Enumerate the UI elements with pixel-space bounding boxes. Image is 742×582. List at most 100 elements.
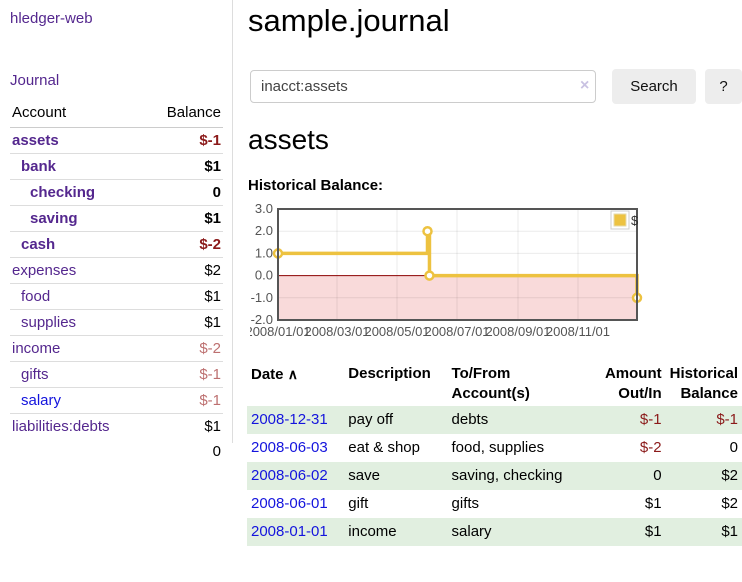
transaction-date-cell: 2008-06-03 — [247, 434, 344, 462]
account-name-cell: supplies — [10, 309, 146, 336]
x-tick-label: 2008/09/01 — [485, 324, 550, 339]
column-header-description: Description — [348, 365, 431, 382]
accounts-table: Account Balance assets $-1 bank $1 checking 0… — [10, 100, 223, 464]
transaction-balance: $2 — [721, 495, 738, 512]
account-name-cell: bank — [10, 153, 146, 180]
transaction-amount: $-2 — [639, 439, 662, 456]
sort-ascending-icon: ∧ — [287, 366, 298, 382]
search-button[interactable]: Search — [612, 69, 696, 104]
transaction-description: gift — [348, 495, 369, 512]
account-heading: assets — [248, 124, 329, 155]
column-header-balance: Historical Balance — [669, 365, 738, 402]
account-row: checking 0 — [10, 179, 223, 206]
account-name-cell: income — [10, 335, 146, 362]
transaction-accounts: gifts — [451, 495, 480, 512]
transaction-row: 2008-01-01 income salary $1 $1 — [247, 518, 742, 546]
account-row: food $1 — [10, 283, 223, 310]
account-balance: 0 — [145, 179, 223, 206]
accounts-header-account: Account — [10, 100, 146, 128]
page-title: sample.journal — [248, 3, 450, 38]
transaction-amount: $-1 — [639, 411, 662, 428]
x-tick-label: 2008/03/01 — [304, 324, 369, 339]
account-name-cell: salary — [10, 387, 146, 414]
chart-point — [422, 225, 433, 237]
transaction-balance: 0 — [729, 439, 738, 456]
transactions-table: Date ∧ Description To/From Account(s) Am… — [247, 362, 742, 546]
transaction-accounts: food, supplies — [451, 439, 545, 456]
clear-search-icon[interactable]: × — [580, 77, 590, 94]
transaction-date-link[interactable]: 2008-12-31 — [251, 411, 328, 428]
account-link[interactable]: assets — [12, 132, 59, 149]
y-tick-label: 1.0 — [255, 245, 273, 260]
help-button[interactable]: ? — [705, 69, 742, 104]
transactions-table-body: 2008-12-31 pay off debts $-1 $-1 2008-06-03 ea… — [247, 406, 742, 546]
transaction-date-cell: 2008-06-02 — [247, 462, 344, 490]
account-link[interactable]: food — [21, 288, 51, 305]
transaction-description: save — [348, 467, 380, 484]
transaction-date-link[interactable]: 2008-01-01 — [251, 523, 328, 540]
column-header-amount: Amount Out/In — [604, 365, 662, 402]
legend-swatch-icon — [613, 213, 627, 227]
sidebar: hledger-web Journal Account Balance asse… — [0, 0, 233, 460]
account-row: salary $-1 — [10, 387, 223, 414]
account-link[interactable]: salary — [21, 392, 62, 409]
account-link[interactable]: bank — [21, 158, 57, 175]
account-link[interactable]: saving — [30, 210, 78, 227]
account-row: expenses $2 — [10, 257, 223, 284]
account-link[interactable]: expenses — [12, 262, 77, 279]
account-link[interactable]: checking — [30, 184, 96, 201]
account-row: income $-2 — [10, 335, 223, 362]
account-name-cell: cash — [10, 231, 146, 258]
balance-chart-svg: 3.0 2.0 1.0 0.0 -1.0 -2.02008/01/012008/03/01… — [245, 201, 643, 339]
accounts-total-value: 0 — [212, 443, 221, 460]
transaction-date-cell: 2008-06-01 — [247, 490, 344, 518]
transaction-date-link[interactable]: 2008-06-02 — [251, 467, 328, 484]
y-tick-label: -1.0 — [251, 290, 273, 305]
app-title-link[interactable]: hledger-web — [10, 10, 93, 27]
sidebar-item-journal[interactable]: Journal — [10, 72, 60, 89]
transaction-row: 2008-06-01 gift gifts $1 $2 — [247, 490, 742, 518]
transaction-date-cell: 2008-01-01 — [247, 518, 344, 546]
y-tick-label: 0.0 — [255, 268, 273, 283]
transaction-balance: $1 — [721, 523, 738, 540]
account-name-cell: checking — [10, 179, 146, 206]
transaction-balance: $-1 — [716, 411, 738, 428]
transactions-header-row: Date ∧ Description To/From Account(s) Am… — [247, 362, 742, 406]
account-link[interactable]: cash — [21, 236, 56, 253]
account-link[interactable]: supplies — [21, 314, 77, 331]
x-tick-label: 2008/07/01 — [424, 324, 489, 339]
y-tick-label: -2.0 — [251, 312, 273, 327]
account-name-cell: gifts — [10, 361, 146, 388]
x-tick-label: 2008/01/01 — [250, 324, 311, 339]
transaction-amount: 0 — [653, 467, 662, 484]
transaction-date-link[interactable]: 2008-06-03 — [251, 439, 328, 456]
account-row: gifts $-1 — [10, 361, 223, 388]
legend-label: $ — [631, 213, 639, 228]
account-row: assets $-1 — [10, 128, 223, 154]
column-header-date[interactable]: Date ∧ — [251, 366, 298, 383]
account-link[interactable]: liabilities:debts — [12, 418, 110, 435]
transaction-date-cell: 2008-12-31 — [247, 406, 344, 434]
search-input[interactable] — [250, 70, 596, 103]
transaction-description: eat & shop — [348, 439, 420, 456]
transaction-accounts: salary — [451, 523, 492, 540]
account-row: supplies $1 — [10, 309, 223, 336]
account-row: cash $-2 — [10, 231, 223, 258]
transaction-row: 2008-12-31 pay off debts $-1 $-1 — [247, 406, 742, 434]
account-balance: $-1 — [145, 361, 223, 388]
account-link[interactable]: gifts — [21, 366, 49, 383]
account-balance: $-1 — [145, 387, 223, 414]
accounts-header-balance: Balance — [145, 100, 223, 128]
plot-border — [277, 208, 638, 321]
account-name-cell: saving — [10, 205, 146, 232]
transaction-date-link[interactable]: 2008-06-01 — [251, 495, 328, 512]
account-row: saving $1 — [10, 205, 223, 232]
transaction-accounts: debts — [451, 411, 489, 428]
accounts-table-body: assets $-1 bank $1 checking 0 saving $1 cash $-2 e… — [10, 128, 223, 439]
transaction-description: income — [348, 523, 397, 540]
historical-balance-chart: 3.0 2.0 1.0 0.0 -1.0 -2.0 2008/01/01 2008/03/01… — [245, 198, 742, 350]
account-name-cell: food — [10, 283, 146, 310]
y-tick-label: 3.0 — [255, 201, 273, 216]
account-link[interactable]: income — [12, 340, 61, 357]
column-header-accounts: To/From Account(s) — [451, 365, 530, 402]
